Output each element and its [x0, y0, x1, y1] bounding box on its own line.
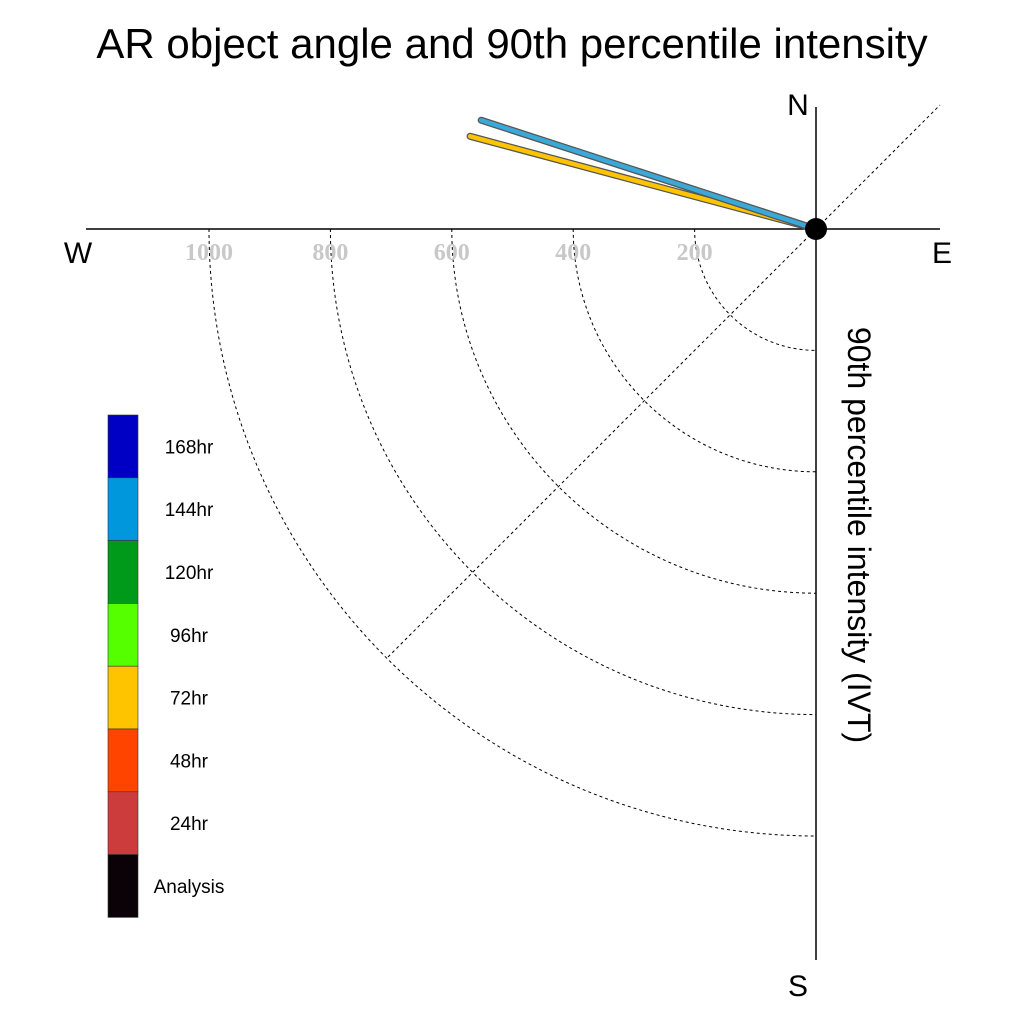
legend-swatch-72hr	[107, 665, 139, 730]
compass-west: W	[64, 237, 93, 270]
radial-tick-200: 200	[677, 240, 713, 266]
compass-north: N	[787, 89, 809, 122]
grid-arc-200	[694, 228, 817, 351]
compass-south: S	[788, 970, 808, 1003]
legend-label-24hr: 24hr	[170, 814, 209, 835]
y-axis-label: 90th percentile intensity (IVT)	[841, 327, 877, 743]
legend-swatch-120hr	[107, 540, 139, 604]
legend-label-Analysis: Analysis	[154, 877, 225, 898]
legend-swatch-96hr	[107, 603, 139, 667]
grid-diagonal	[387, 104, 941, 658]
legend-swatch-Analysis	[107, 854, 139, 918]
compass-east: E	[932, 237, 952, 270]
radial-tick-1000: 1000	[185, 240, 233, 266]
radial-tick-400: 400	[555, 240, 591, 266]
grid-arc-400	[572, 228, 817, 473]
grid-arc-600	[451, 228, 817, 594]
legend-label-72hr: 72hr	[170, 689, 209, 710]
legend-label-96hr: 96hr	[170, 626, 209, 647]
series-line-144hr	[478, 117, 819, 232]
legend-label-144hr: 144hr	[165, 500, 214, 521]
chart-title: AR object angle and 90th percentile inte…	[96, 20, 927, 67]
grid-arc-1000	[208, 228, 817, 837]
legend-label-168hr: 168hr	[165, 437, 214, 458]
grid-arc-800	[329, 228, 817, 716]
grid-layer	[208, 104, 941, 837]
legend-label-48hr: 48hr	[170, 751, 209, 772]
series-layer	[466, 116, 820, 233]
radial-tick-800: 800	[312, 240, 348, 266]
radial-tick-600: 600	[434, 240, 470, 266]
legend-swatch-144hr	[107, 477, 139, 541]
legend-swatch-24hr	[107, 791, 139, 855]
legend: 168hr 144hr 120hr 96hr 72hr 48hr 24hr Analysis	[107, 414, 225, 918]
origin-marker	[805, 218, 827, 240]
legend-label-120hr: 120hr	[165, 563, 214, 584]
legend-swatch-168hr	[107, 414, 139, 479]
radial-tick-labels: 200 400 600 800 1000	[185, 240, 713, 266]
legend-swatch-48hr	[107, 728, 139, 793]
